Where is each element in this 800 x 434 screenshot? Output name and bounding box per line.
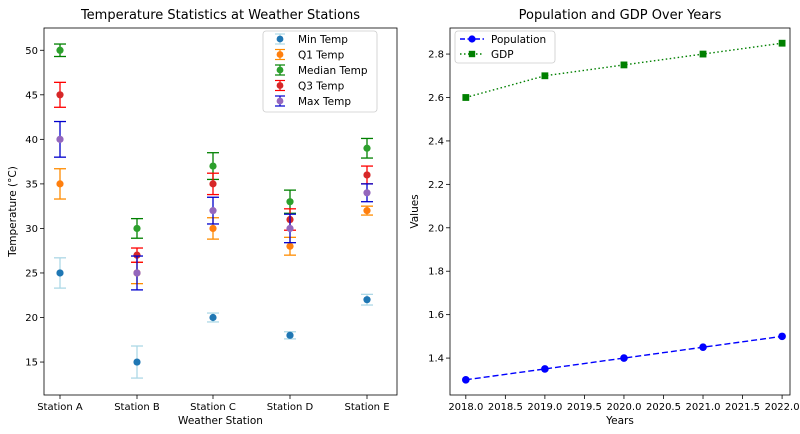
data-point	[620, 61, 628, 69]
plot-area-frame	[449, 27, 791, 396]
y-tick-label: 2.2	[428, 180, 444, 191]
x-axis-label: Weather Station	[178, 415, 263, 427]
legend-label: Q1 Temp	[298, 50, 345, 62]
y-tick-label: 40	[25, 135, 38, 146]
data-point	[541, 72, 549, 80]
data-point	[699, 50, 707, 58]
data-point	[209, 313, 217, 322]
data-point	[209, 207, 217, 215]
legend-temperature: Min Temp Q1 Temp Median Temp Q3 Temp Max Tem…	[262, 30, 378, 113]
data-point	[699, 343, 707, 352]
data-point	[56, 135, 64, 143]
legend-label: GDP	[491, 49, 514, 61]
legend-marker	[276, 97, 284, 105]
legend-marker	[276, 82, 284, 89]
x-tick-label: 2022.0	[765, 402, 800, 413]
plot-area-frame	[43, 27, 398, 396]
data-point	[462, 94, 470, 101]
x-tick-label: 2018.5	[488, 402, 523, 413]
data-point	[56, 180, 64, 188]
legend-marker	[276, 51, 284, 58]
y-tick-label: 20	[25, 313, 38, 324]
series-gdp	[462, 39, 786, 101]
y-axis-label: Values	[409, 194, 421, 228]
series-line	[465, 335, 783, 381]
y-tick-label: 2.4	[428, 136, 444, 147]
y-tick-label: 45	[25, 90, 38, 101]
data-point	[209, 162, 217, 170]
y-tick-label: 35	[25, 179, 38, 190]
legend-marker	[276, 66, 284, 74]
data-point	[363, 207, 371, 215]
data-point	[56, 46, 64, 54]
series-median-temp	[54, 43, 373, 239]
y-tick-label: 2.6	[428, 93, 444, 104]
data-point	[363, 144, 371, 152]
data-point	[778, 332, 786, 341]
y-tick-label: 2.0	[428, 223, 444, 234]
x-tick-label: Station B	[114, 402, 160, 413]
series-population	[462, 332, 786, 384]
x-tick-label: Station D	[267, 402, 314, 413]
data-point	[286, 242, 294, 250]
legend-marker	[276, 35, 284, 43]
legend-marker	[468, 35, 476, 43]
data-point	[133, 358, 141, 366]
x-tick-label: 2020.5	[646, 402, 681, 413]
data-point	[462, 375, 470, 384]
x-tick-label: 2019.0	[527, 402, 562, 413]
y-tick-label: 50	[25, 46, 38, 57]
data-point	[133, 269, 141, 277]
legend-label: Median Temp	[298, 65, 368, 77]
y-tick-label: 1.8	[428, 267, 444, 278]
chart-population-gdp: Population and GDP Over Years 1.4 1.6 1.8 2.…	[409, 8, 800, 427]
data-point	[286, 198, 294, 206]
data-point	[286, 331, 294, 339]
y-tick-label: 2.8	[428, 50, 444, 61]
y-tick-label: 30	[25, 224, 38, 235]
series-line	[465, 42, 783, 99]
x-tick-label: Station A	[37, 402, 83, 413]
legend-label: Max Temp	[298, 96, 351, 108]
legend-marker	[468, 50, 476, 58]
data-point	[286, 224, 294, 233]
x-tick-label: Station E	[344, 402, 389, 413]
data-point	[209, 180, 217, 188]
legend-box	[262, 30, 378, 113]
x-tick-label: 2019.5	[567, 402, 602, 413]
legend-label: Population	[491, 34, 546, 46]
x-tick-label: 2018.0	[448, 402, 483, 413]
x-axis-label: Years	[605, 415, 634, 427]
legend-label: Min Temp	[298, 34, 348, 46]
x-tick-label: 2021.5	[725, 402, 760, 413]
y-tick-label: 25	[25, 268, 38, 279]
x-tick-label: 2020.0	[606, 402, 641, 413]
legend-population-gdp: Population GDP	[454, 30, 556, 64]
data-point	[133, 251, 141, 259]
chart-temperature: Temperature Statistics at Weather Statio…	[7, 8, 398, 427]
y-tick-label: 15	[25, 358, 38, 369]
data-point	[56, 91, 64, 99]
data-point	[620, 354, 628, 362]
data-point	[133, 224, 141, 233]
series-min-temp	[54, 257, 373, 379]
data-point	[363, 171, 371, 179]
x-tick-label: Station C	[190, 402, 236, 413]
y-axis-label: Temperature (°C)	[7, 166, 19, 258]
chart-title-temperature: Temperature Statistics at Weather Statio…	[80, 8, 360, 23]
data-point	[363, 189, 371, 197]
series-max-temp	[54, 120, 373, 291]
y-tick-label: 1.6	[428, 310, 444, 321]
data-point	[56, 269, 64, 277]
data-point	[778, 39, 786, 47]
x-tick-label: 2021.0	[686, 402, 721, 413]
data-point	[363, 296, 371, 304]
y-tick-label: 1.4	[428, 354, 444, 365]
legend-label: Q3 Temp	[298, 81, 345, 93]
chart-title-population-gdp: Population and GDP Over Years	[519, 8, 722, 23]
data-point	[541, 365, 549, 373]
data-point	[209, 224, 217, 233]
